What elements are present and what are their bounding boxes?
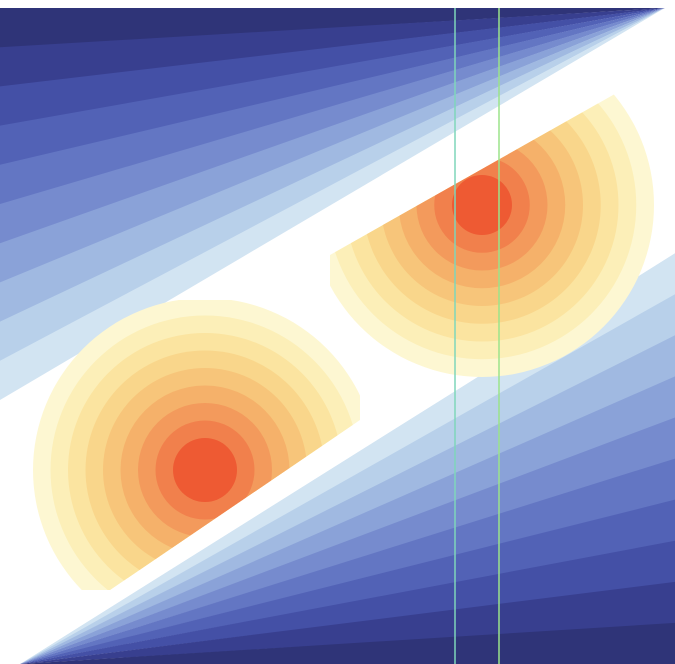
cool-band [20,291,675,664]
cool-band [20,332,675,664]
cool-band [20,581,675,664]
warm-core [452,175,512,235]
cool-band [20,415,675,664]
cool-band [20,622,675,664]
cool-band [20,457,675,664]
lower-cool-wedge [20,250,675,664]
cool-band [20,374,675,664]
cool-band [20,498,675,664]
warm-core [173,438,237,502]
cool-band [20,539,675,664]
